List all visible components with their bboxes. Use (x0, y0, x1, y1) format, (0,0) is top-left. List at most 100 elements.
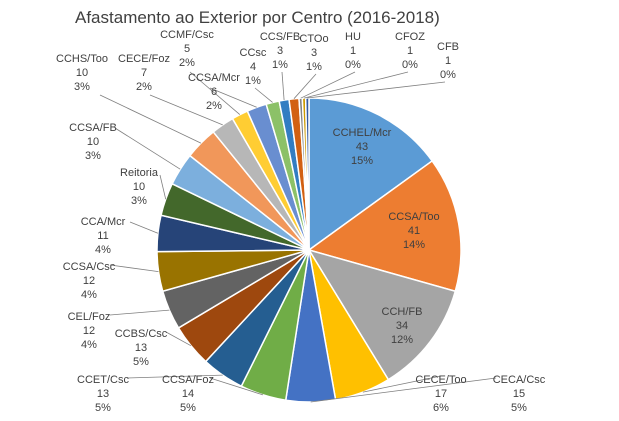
leader-line (303, 71, 409, 99)
slice-label: CTOo 3 1% (299, 33, 328, 73)
slice-label-value: 13 (97, 388, 109, 400)
slice-label-value: 41 (408, 225, 420, 237)
slice-label-percent: 1% (272, 59, 288, 71)
slice-label-label: CCSA/Too (388, 211, 439, 223)
slice-label-value: 14 (182, 388, 194, 400)
slice-label: CECA/Csc 15 5% (493, 374, 546, 414)
slice-label: CECE/Foz 7 2% (118, 53, 170, 93)
slice-label-value: 10 (133, 181, 145, 193)
slice-label: CCBS/Csc 13 5% (115, 328, 168, 368)
slice-label-label: CEL/Foz (68, 311, 111, 323)
leader-line (109, 264, 159, 272)
slice-label-label: CCsc (240, 47, 267, 59)
leader-line (254, 87, 273, 103)
slice-label-value: 13 (135, 342, 147, 354)
slice-label-value: 11 (97, 230, 108, 242)
leader-line (281, 71, 285, 101)
slice-label: CCsc 4 1% (240, 47, 267, 87)
slice-label-value: 1 (350, 45, 356, 57)
slice-label: CCET/Csc 13 5% (77, 374, 129, 414)
slice-label-percent: 2% (179, 57, 195, 69)
slice-label: CCSA/Too 41 14% (388, 211, 439, 251)
slice-label-value: 3 (277, 45, 283, 57)
slice-label: HU 1 0% (345, 31, 361, 71)
slice-label-value: 5 (184, 43, 190, 55)
pie-slice-cch-fb (307, 248, 457, 381)
slice-label: CEL/Foz 12 4% (68, 311, 111, 351)
slice-label-label: CTOo (299, 33, 328, 45)
slice-label-percent: 5% (180, 402, 196, 414)
leader-line (362, 375, 442, 393)
slice-label: CCSA/Csc 12 4% (63, 261, 116, 301)
slice-label: CCSA/Mcr 6 2% (188, 72, 240, 112)
slice-label-percent: 1% (306, 61, 322, 73)
slice-label-percent: 4% (81, 289, 97, 301)
slice-label-value: 3 (311, 47, 317, 59)
slice-label-percent: 5% (95, 402, 111, 414)
slice-label-percent: 15% (351, 155, 373, 167)
slice-label-label: HU (345, 31, 361, 43)
leader-line (165, 331, 192, 347)
slice-label: Reitoria 10 3% (120, 167, 159, 207)
slice-label-label: CCSA/Csc (63, 261, 116, 273)
slice-labels: CCHEL/Mcr 43 15%CCSA/Too 41 14%CCH/FB 34 12%CE… (56, 29, 546, 414)
slice-label: CCSA/Foz 14 5% (162, 374, 214, 414)
slice-label-label: CCSA/Foz (162, 374, 214, 386)
slice-label-percent: 0% (345, 59, 361, 71)
slice-label-value: 10 (76, 67, 88, 79)
slice-label-percent: 0% (402, 59, 418, 71)
slice-label-label: CCH/FB (382, 306, 423, 318)
slice-label-percent: 5% (133, 356, 149, 368)
slice-label-value: 1 (445, 55, 451, 67)
leader-line (126, 374, 223, 379)
leader-line (293, 73, 317, 99)
slice-label-label: CCHS/Too (56, 53, 108, 65)
slice-label: CCA/Mcr 11 4% (81, 216, 126, 256)
slice-label: CFB 1 0% (437, 41, 459, 81)
slice-label-value: 34 (396, 320, 408, 332)
slice-label-percent: 5% (511, 402, 527, 414)
leader-line (109, 309, 170, 316)
slice-label: CCMF/Csc 5 2% (160, 29, 214, 69)
slice-label: CCHS/Too 10 3% (56, 53, 108, 93)
slice-label: CCSA/FB 10 3% (69, 122, 117, 162)
slice-label-value: 1 (407, 45, 413, 57)
slice-label-value: 12 (83, 275, 95, 287)
slice-label-value: 10 (87, 136, 99, 148)
leader-line (310, 377, 497, 403)
slice-label: CCH/FB 34 12% (382, 306, 423, 346)
leader-line (209, 377, 264, 396)
slice-label-label: CECE/Foz (118, 53, 170, 65)
leader-line (149, 94, 223, 126)
slice-label-percent: 0% (440, 69, 456, 81)
pie-slices (156, 97, 462, 403)
slice-label-label: CFB (437, 41, 459, 53)
leader-line (209, 87, 257, 108)
leader-line (129, 221, 159, 234)
slice-label-label: CFOZ (395, 31, 425, 43)
slice-label-percent: 4% (81, 339, 97, 351)
slice-label-percent: 6% (433, 402, 449, 414)
slice-label-label: CCSA/Mcr (188, 72, 240, 84)
slice-label-value: 17 (435, 388, 447, 400)
slice-label-label: CCET/Csc (77, 374, 129, 386)
leader-line (159, 174, 167, 200)
leader-lines (99, 71, 497, 403)
slice-label-percent: 12% (391, 334, 413, 346)
leader-line (189, 71, 241, 115)
slice-label-label: CCMF/Csc (160, 29, 214, 41)
slice-label-label: CECE/Too (415, 374, 466, 386)
slice-label-percent: 14% (403, 239, 425, 251)
slice-label-value: 7 (141, 67, 147, 79)
slice-label-value: 6 (211, 86, 217, 98)
slice-label-percent: 1% (245, 75, 261, 87)
slice-label: CFOZ 1 0% (395, 31, 425, 71)
slice-label-label: CCBS/Csc (115, 328, 168, 340)
slice-label: CCS/FB 3 1% (260, 31, 300, 71)
slice-label-label: Reitoria (120, 167, 159, 179)
slice-label-percent: 3% (131, 195, 147, 207)
slice-label-label: CCS/FB (260, 31, 300, 43)
slice-label-percent: 3% (85, 150, 101, 162)
